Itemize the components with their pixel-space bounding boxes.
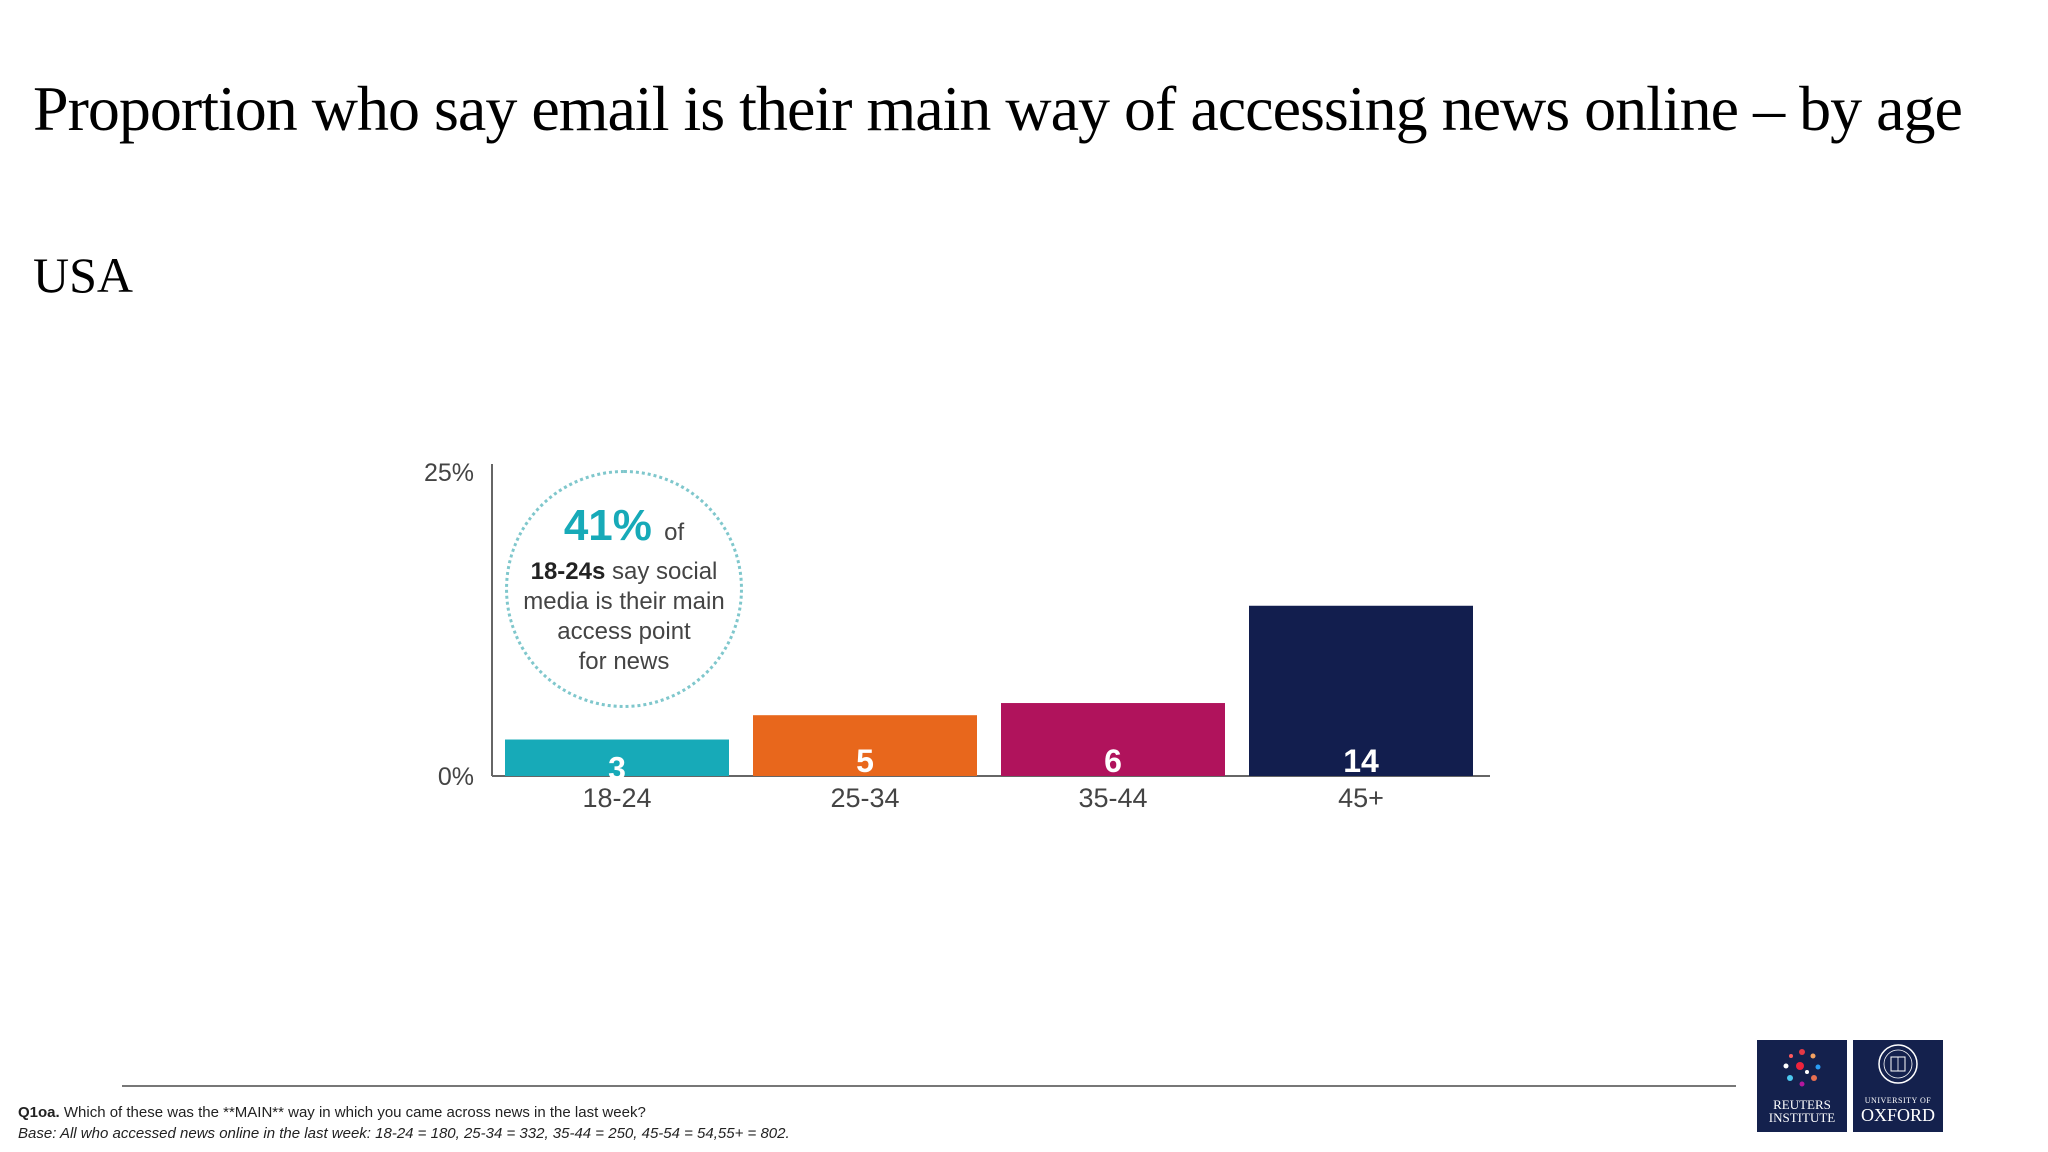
slide-subtitle: USA [33, 247, 134, 303]
bar-value-label: 14 [1343, 743, 1379, 779]
bar-18-24 [505, 739, 729, 776]
callout-line-3: access point [557, 617, 691, 645]
x-category-label: 25-34 [830, 783, 899, 813]
bar-value-label: 6 [1104, 743, 1122, 779]
slide-title: Proportion who say email is their main w… [33, 73, 1963, 144]
footnote-question: Q1oa. Which of these was the **MAIN** wa… [18, 1104, 646, 1121]
callout-percent: 41% of [563, 500, 685, 550]
y-tick-label: 0% [438, 763, 474, 791]
y-tick-label: 25% [424, 459, 474, 487]
reuters-line2: INSTITUTE [1768, 1110, 1836, 1125]
bar-35-44 [1001, 703, 1225, 776]
footnote-base: Base: All who accessed news online in th… [18, 1125, 790, 1142]
x-category-label: 35-44 [1078, 783, 1147, 813]
x-category-label: 18-24 [582, 783, 651, 813]
footer-divider [122, 1085, 1736, 1087]
bar-chart: 0% 25% 318-24 5 25-34 6 35-44 14 45+ [424, 459, 1490, 813]
oxford-line1: UNIVERSITY OF [1864, 1096, 1932, 1105]
oxford-line2: OXFORD [1860, 1105, 1935, 1125]
globe-dots-icon [1783, 1049, 1821, 1087]
callout-circle: 41% of 18-24s say social media is their … [505, 470, 743, 708]
callout-line-4: for news [578, 647, 670, 675]
bar-value-label: 3 [608, 751, 626, 787]
bar-45+ [1249, 605, 1473, 776]
footnote: Q1oa. Which of these was the **MAIN** wa… [18, 1102, 790, 1144]
callout-line-2: media is their main [523, 587, 725, 615]
callout-line-1: 18-24s say social [530, 557, 718, 585]
bar-value-label: 5 [856, 743, 874, 779]
oxford-crest-icon [1878, 1044, 1918, 1084]
reuters-line1: REUTERS [1773, 1097, 1831, 1112]
bar-25-34 [753, 715, 977, 776]
x-category-label: 45+ [1338, 783, 1384, 813]
oxford-logo: UNIVERSITY OF OXFORD [1853, 1040, 1943, 1132]
reuters-institute-logo: REUTERS INSTITUTE [1757, 1040, 1847, 1132]
